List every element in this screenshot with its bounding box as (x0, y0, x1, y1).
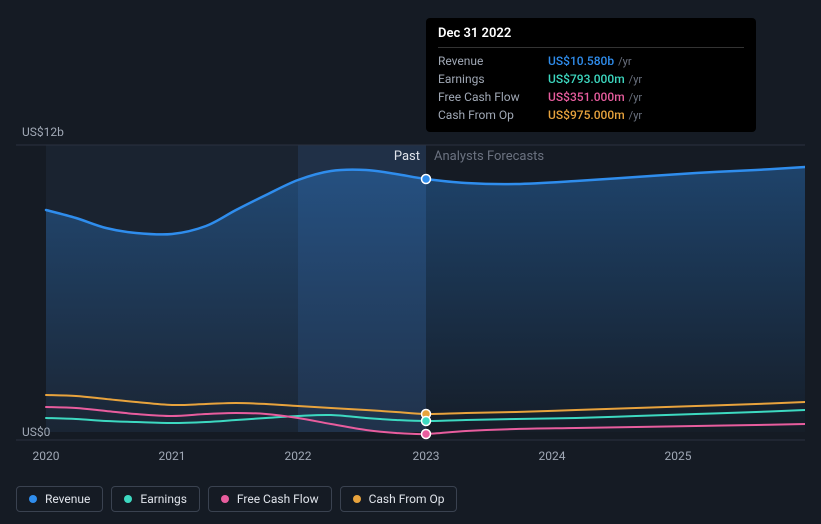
marker-free_cash_flow (422, 430, 431, 439)
legend-label: Revenue (45, 492, 90, 506)
tooltip-row: Cash From OpUS$975.000m/yr (438, 106, 744, 124)
legend-dot (353, 495, 361, 503)
tooltip-row: EarningsUS$793.000m/yr (438, 70, 744, 88)
marker-revenue (422, 175, 431, 184)
x-axis-label: 2024 (539, 449, 566, 463)
legend: Revenue Earnings Free Cash Flow Cash From O… (16, 486, 457, 512)
tooltip-row-unit: /yr (629, 109, 642, 122)
legend-item-free_cash_flow[interactable]: Free Cash Flow (208, 486, 332, 512)
tooltip-date: Dec 31 2022 (438, 26, 744, 48)
x-axis-label: 2021 (159, 449, 186, 463)
tooltip-row-value: US$975.000m (548, 108, 625, 122)
legend-item-revenue[interactable]: Revenue (16, 486, 103, 512)
tooltip-row-unit: /yr (629, 91, 642, 104)
tooltip-row-unit: /yr (629, 73, 642, 86)
x-axis-label: 2022 (285, 449, 312, 463)
x-axis-label: 2025 (665, 449, 692, 463)
x-axis-label: 2023 (413, 449, 440, 463)
legend-item-earnings[interactable]: Earnings (111, 486, 200, 512)
legend-label: Free Cash Flow (237, 492, 319, 506)
legend-dot (124, 495, 132, 503)
tooltip-row-value: US$10.580b (548, 54, 614, 68)
tooltip-row-label: Earnings (438, 72, 548, 86)
y-axis-label: US$12b (22, 125, 64, 139)
legend-item-cash_from_op[interactable]: Cash From Op (340, 486, 458, 512)
x-axis-label: 2020 (33, 449, 60, 463)
tooltip-row-value: US$351.000m (548, 90, 625, 104)
tooltip-row: Free Cash FlowUS$351.000m/yr (438, 88, 744, 106)
marker-earnings (422, 417, 431, 426)
tooltip: Dec 31 2022 RevenueUS$10.580b/yrEarnings… (426, 18, 756, 132)
tooltip-row-value: US$793.000m (548, 72, 625, 86)
legend-dot (221, 495, 229, 503)
section-label-past: Past (394, 149, 420, 164)
legend-label: Cash From Op (369, 492, 445, 506)
section-label-forecast: Analysts Forecasts (434, 149, 544, 164)
tooltip-row-label: Revenue (438, 54, 548, 68)
tooltip-row: RevenueUS$10.580b/yr (438, 52, 744, 70)
legend-dot (29, 495, 37, 503)
tooltip-row-unit: /yr (618, 55, 631, 68)
tooltip-row-label: Cash From Op (438, 108, 548, 122)
legend-label: Earnings (140, 492, 187, 506)
tooltip-row-label: Free Cash Flow (438, 90, 548, 104)
